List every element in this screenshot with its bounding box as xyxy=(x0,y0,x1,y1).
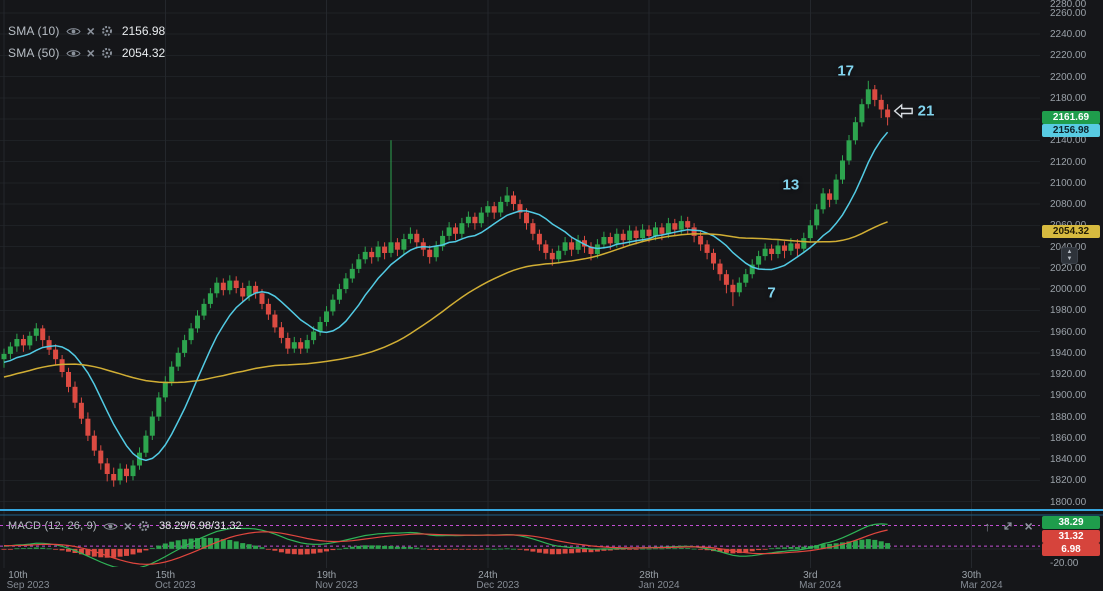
scale-down-icon: ▼ xyxy=(1066,256,1073,262)
time-tick-day: 15th xyxy=(155,570,176,581)
time-tick-month: Sep 2023 xyxy=(6,580,50,591)
sma50-price-tag: 2054.32 xyxy=(1042,224,1100,238)
price-axis-label: 1880.00 xyxy=(1050,411,1087,423)
price-axis-label: 1860.00 xyxy=(1050,432,1087,444)
time-tick-month: Nov 2023 xyxy=(315,580,358,591)
sma50-line xyxy=(3,221,888,384)
gear-icon[interactable] xyxy=(138,520,150,532)
price-axis-label: 2240.00 xyxy=(1050,29,1087,40)
time-tick-month: Mar 2024 xyxy=(799,580,842,591)
sma10-line xyxy=(3,131,889,462)
sma50-label: SMA (50) xyxy=(8,46,60,60)
annotation-21[interactable]: 21 xyxy=(893,102,934,119)
price-axis-label: 1940.00 xyxy=(1050,347,1087,359)
sma10-legend-row[interactable]: SMA (10) × 2156.98 xyxy=(8,20,165,42)
eye-icon[interactable] xyxy=(66,26,81,37)
eye-icon[interactable] xyxy=(66,48,81,59)
time-tick-day: 30th xyxy=(961,570,982,581)
time-axis[interactable]: 10th Sep 2023 15th Oct 2023 19th Nov 2023 24th… xyxy=(0,568,1040,591)
time-tick-month: Dec 2023 xyxy=(476,580,520,591)
eye-icon[interactable] xyxy=(103,521,118,532)
price-axis-label: 1820.00 xyxy=(1050,475,1087,487)
annotation-13[interactable]: 13 xyxy=(782,176,800,194)
grid-layer xyxy=(0,0,1040,568)
time-tick-day: 3rd xyxy=(803,570,818,581)
time-tick-day: 28th xyxy=(639,570,659,581)
price-axis-label: 1920.00 xyxy=(1050,369,1087,381)
macd-axis-label: -20.00 xyxy=(1050,557,1079,569)
close-icon[interactable]: × xyxy=(86,23,95,39)
macd-value-tag: 38.29 xyxy=(1042,516,1100,530)
left-arrow-icon xyxy=(893,103,913,118)
sma10-price-tag: 2156.98 xyxy=(1042,124,1100,138)
gear-icon[interactable] xyxy=(101,25,113,37)
macd-histogram xyxy=(1,537,891,558)
price-axis-label: 1960.00 xyxy=(1050,326,1087,338)
macd-values: 38.29/6.98/31.32 xyxy=(158,520,242,532)
macd-hist-tag: 6.98 xyxy=(1042,543,1100,557)
price-axis-label: 2020.00 xyxy=(1050,262,1087,274)
scale-up-icon: ▲ xyxy=(1066,249,1073,255)
close-icon[interactable]: × xyxy=(123,518,132,534)
macd-label: MACD (12, 26, 9) xyxy=(8,520,97,532)
price-axis-label: 2140.00 xyxy=(1050,135,1087,147)
time-tick-day: 19th xyxy=(316,570,337,581)
pane-resize-handle[interactable] xyxy=(0,506,1103,517)
close-pane-icon[interactable]: × xyxy=(1024,518,1033,534)
annotation-7[interactable]: 7 xyxy=(767,284,776,302)
last-price-tag: 2161.69 xyxy=(1042,110,1100,124)
price-axis-label: 2280.00 xyxy=(1050,0,1087,10)
price-axis-label: 2220.00 xyxy=(1050,50,1087,62)
gear-icon[interactable] xyxy=(101,47,113,59)
sma50-value: 2054.32 xyxy=(121,46,166,60)
move-pane-up-icon[interactable]: ↑ xyxy=(984,518,991,534)
price-axis-label: 2100.00 xyxy=(1050,177,1087,189)
close-icon[interactable]: × xyxy=(86,45,95,61)
macd-signal-line xyxy=(3,529,888,565)
time-tick-month: Oct 2023 xyxy=(155,580,196,591)
price-axis-label: 1840.00 xyxy=(1050,454,1087,466)
price-axis-label: 1900.00 xyxy=(1050,390,1087,402)
price-axis-label: 2120.00 xyxy=(1050,156,1087,168)
price-axis-label: 1800.00 xyxy=(1050,496,1087,508)
maximize-pane-icon[interactable] xyxy=(1002,520,1014,532)
price-axis-label: 2200.00 xyxy=(1050,71,1087,83)
time-tick-day: 24th xyxy=(478,570,498,581)
price-axis-label: 2180.00 xyxy=(1050,92,1087,104)
price-axis-label: 2260.00 xyxy=(1050,7,1087,19)
time-tick-month: Mar 2024 xyxy=(960,580,1003,591)
candles-layer xyxy=(1,80,891,487)
sma50-legend-row[interactable]: SMA (50) × 2054.32 xyxy=(8,42,165,64)
annotation-17[interactable]: 17 xyxy=(837,62,855,80)
price-axis-scale-widget[interactable]: ▲ ▼ xyxy=(1061,247,1078,264)
time-tick-day: 10th xyxy=(8,570,28,581)
macd-pane-controls: ↑ × xyxy=(984,519,1033,533)
time-tick-month: Jan 2024 xyxy=(638,580,680,591)
price-axis-label: 2000.00 xyxy=(1050,284,1087,296)
price-axis[interactable]: 1800.00 1820.00 1840.00 1860.00 1880.00 1900.… xyxy=(1040,0,1103,591)
indicator-legend: SMA (10) × 2156.98 SMA (50) × 2054.32 xyxy=(8,20,165,64)
macd-signal-tag: 31.32 xyxy=(1042,529,1100,543)
sma10-value: 2156.98 xyxy=(121,24,166,38)
price-axis-label: 2080.00 xyxy=(1050,199,1087,211)
price-axis-label: 1980.00 xyxy=(1050,305,1087,317)
sma10-label: SMA (10) xyxy=(8,24,60,38)
macd-legend-row[interactable]: MACD (12, 26, 9) × 38.29/6.98/31.32 xyxy=(8,518,242,534)
